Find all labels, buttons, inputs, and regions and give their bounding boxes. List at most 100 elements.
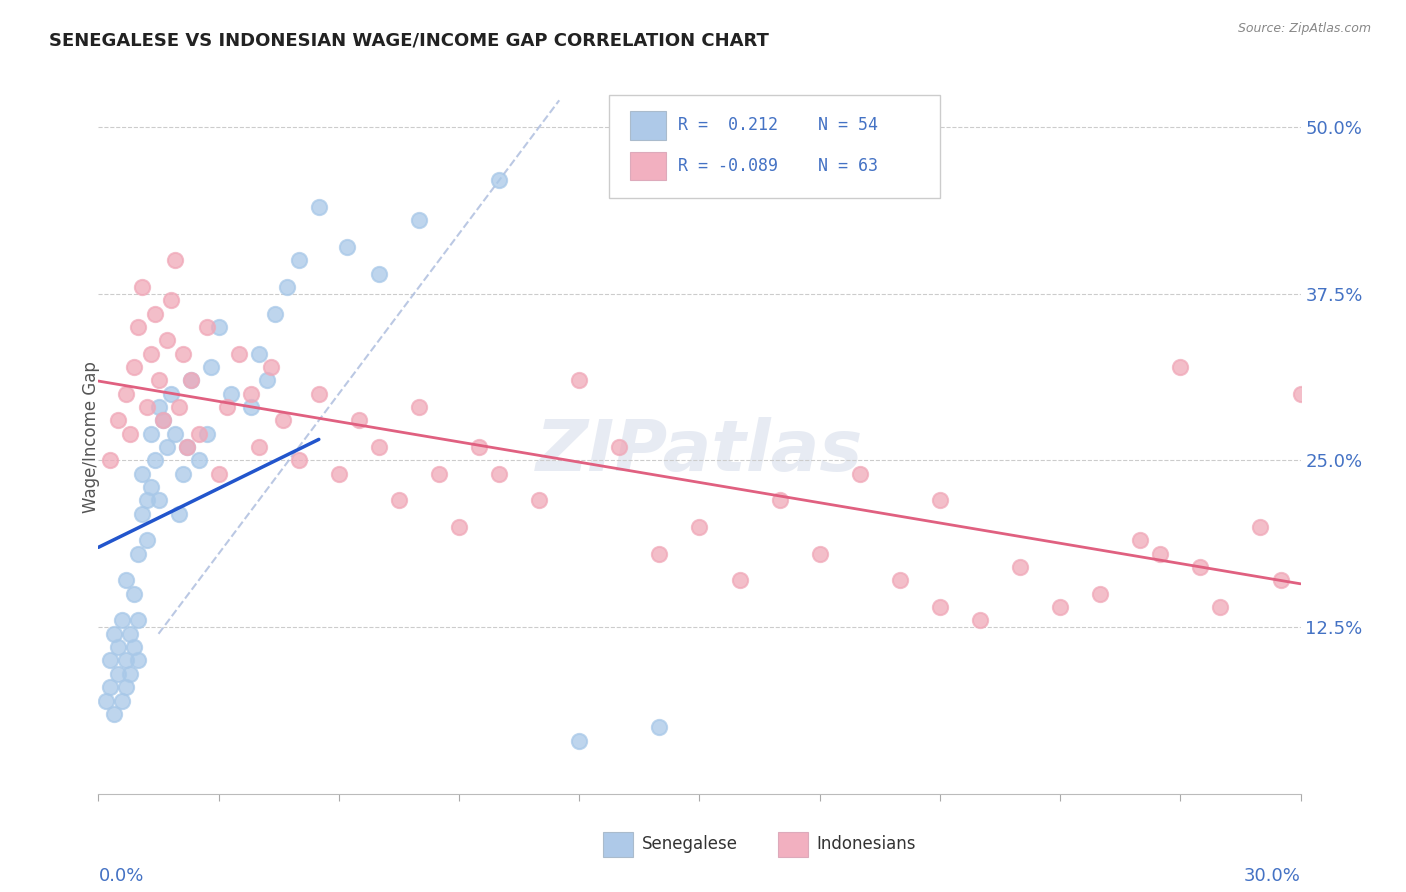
Text: R =  0.212    N = 54: R = 0.212 N = 54 [678, 116, 877, 134]
Point [308, 200, 330, 214]
Point [172, 347, 194, 361]
Point [96, 693, 118, 707]
Point [368, 440, 391, 454]
Point [115, 574, 138, 588]
Point [115, 653, 138, 667]
Point [1129, 533, 1152, 548]
Point [1149, 547, 1171, 561]
Point [239, 400, 262, 414]
Point [163, 253, 186, 268]
Point [131, 507, 153, 521]
Point [468, 440, 491, 454]
Point [135, 533, 157, 548]
FancyBboxPatch shape [778, 831, 807, 856]
Point [148, 493, 170, 508]
Point [107, 640, 129, 655]
FancyBboxPatch shape [630, 152, 666, 180]
Point [648, 720, 671, 734]
Point [1209, 600, 1232, 615]
Point [488, 173, 510, 187]
Point [1088, 587, 1111, 601]
Point [120, 666, 142, 681]
Point [139, 480, 162, 494]
Point [276, 280, 298, 294]
Point [180, 373, 202, 387]
FancyBboxPatch shape [609, 95, 939, 198]
Point [155, 334, 177, 348]
Point [107, 413, 129, 427]
Text: ZIPatlas: ZIPatlas [536, 417, 863, 486]
Point [135, 400, 157, 414]
Point [288, 453, 311, 467]
Point [139, 426, 162, 441]
Point [139, 347, 162, 361]
Point [103, 627, 125, 641]
Point [124, 587, 146, 601]
Point [128, 614, 150, 628]
Point [408, 213, 430, 227]
Point [111, 693, 134, 707]
Point [208, 467, 231, 481]
Point [100, 680, 122, 694]
Point [100, 653, 122, 667]
Y-axis label: Wage/Income Gap: Wage/Income Gap [83, 361, 100, 513]
Point [239, 386, 262, 401]
Point [388, 493, 411, 508]
Point [124, 359, 146, 374]
Point [568, 373, 591, 387]
Point [808, 547, 831, 561]
Point [849, 467, 872, 481]
Point [728, 574, 751, 588]
FancyBboxPatch shape [630, 111, 666, 139]
Point [263, 307, 285, 321]
Point [159, 386, 181, 401]
Point [689, 520, 711, 534]
Point [148, 373, 170, 387]
Point [1049, 600, 1071, 615]
Point [103, 706, 125, 721]
FancyBboxPatch shape [603, 831, 633, 856]
Point [115, 680, 138, 694]
Point [247, 347, 270, 361]
Point [187, 453, 209, 467]
Point [219, 386, 242, 401]
Point [135, 493, 157, 508]
Text: Senegalese: Senegalese [641, 835, 738, 853]
Text: Source: ZipAtlas.com: Source: ZipAtlas.com [1237, 22, 1371, 36]
Point [120, 426, 142, 441]
Point [609, 440, 631, 454]
Text: SENEGALESE VS INDONESIAN WAGE/INCOME GAP CORRELATION CHART: SENEGALESE VS INDONESIAN WAGE/INCOME GAP… [49, 31, 769, 49]
Point [929, 493, 952, 508]
Point [187, 426, 209, 441]
Point [107, 666, 129, 681]
Point [128, 320, 150, 334]
Point [159, 293, 181, 308]
Point [288, 253, 311, 268]
Point [1270, 574, 1292, 588]
Point [152, 413, 174, 427]
Point [336, 240, 359, 254]
Text: 0.0%: 0.0% [98, 867, 143, 885]
Point [408, 400, 430, 414]
Text: R = -0.089    N = 63: R = -0.089 N = 63 [678, 157, 877, 175]
Point [1289, 386, 1312, 401]
Point [228, 347, 250, 361]
Point [1010, 560, 1032, 574]
Point [176, 440, 198, 454]
Point [115, 386, 138, 401]
Point [195, 426, 218, 441]
Point [195, 320, 218, 334]
Point [131, 280, 153, 294]
Point [148, 400, 170, 414]
Point [889, 574, 911, 588]
Text: Indonesians: Indonesians [815, 835, 915, 853]
Point [120, 627, 142, 641]
Point [308, 386, 330, 401]
Text: 30.0%: 30.0% [1244, 867, 1301, 885]
Point [167, 400, 190, 414]
Point [929, 600, 952, 615]
Point [488, 467, 510, 481]
Point [328, 467, 350, 481]
Point [271, 413, 294, 427]
Point [100, 453, 122, 467]
